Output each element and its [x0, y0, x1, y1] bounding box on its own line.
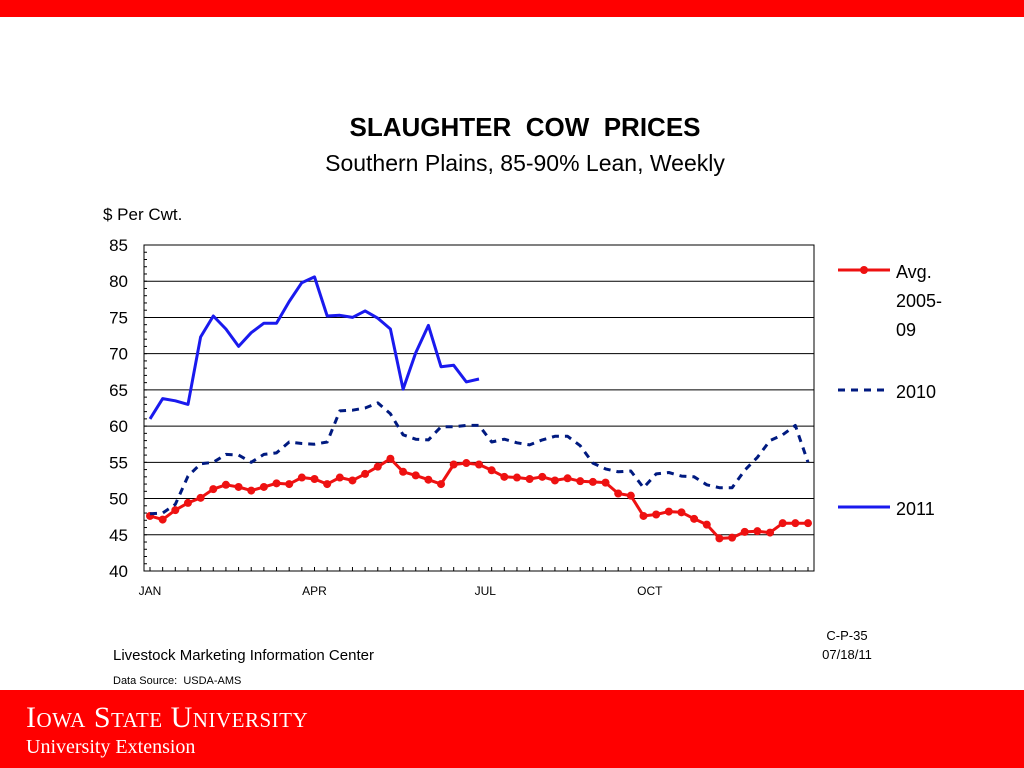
- data-point: [778, 519, 787, 528]
- data-point: [728, 533, 737, 542]
- y-tick-label: 55: [109, 453, 128, 472]
- data-point: [639, 511, 648, 520]
- data-point: [183, 498, 192, 507]
- data-point: [652, 510, 661, 519]
- slaughter-cow-price-chart: 40 45 50 55 60 65 70 75 80 85 JAN APR JUL OCT Avg. 200…: [109, 236, 942, 598]
- data-point: [525, 474, 534, 483]
- data-point: [449, 460, 458, 469]
- data-point: [804, 519, 812, 528]
- data-point: [221, 480, 230, 489]
- data-point: [310, 474, 319, 483]
- data-point: [411, 471, 420, 480]
- slide-code-block: C-P-35 07/18/11: [800, 626, 894, 664]
- legend-marker: [860, 266, 868, 274]
- data-point: [323, 480, 332, 489]
- chart-subtitle: Southern Plains, 85-90% Lean, Weekly: [325, 150, 725, 176]
- data-point: [399, 467, 408, 476]
- y-tick-label: 60: [109, 417, 128, 436]
- data-point: [740, 527, 749, 536]
- data-point: [690, 514, 699, 523]
- data-point: [550, 476, 559, 485]
- x-tick-label: APR: [302, 584, 327, 598]
- data-point: [386, 454, 395, 463]
- y-tick-label: 85: [109, 236, 128, 255]
- data-point: [791, 519, 800, 528]
- extension-logo-text: University Extension: [26, 736, 196, 758]
- data-point: [753, 527, 762, 536]
- y-tick-label: 65: [109, 381, 128, 400]
- data-point: [626, 491, 635, 500]
- data-point: [361, 469, 370, 478]
- data-point: [614, 489, 623, 498]
- x-tick-label: JUL: [475, 584, 497, 598]
- data-point: [766, 528, 775, 537]
- data-point: [158, 515, 167, 524]
- data-point: [664, 507, 673, 516]
- data-point: [487, 466, 496, 475]
- organization-name: Livestock Marketing Information Center: [113, 647, 374, 664]
- data-point: [512, 473, 521, 482]
- data-point: [588, 477, 597, 486]
- data-point: [576, 477, 585, 486]
- data-point: [171, 506, 180, 515]
- university-logo-text: Iowa State University: [26, 701, 309, 734]
- data-point: [272, 479, 281, 488]
- legend-label-2: 2010: [896, 382, 936, 402]
- data-point: [373, 462, 382, 471]
- data-point: [297, 473, 306, 482]
- data-point: [209, 485, 218, 494]
- data-point: [462, 459, 471, 468]
- data-point: [348, 476, 357, 485]
- y-axis-label: $ Per Cwt.: [103, 205, 183, 224]
- data-point: [538, 472, 547, 481]
- data-point: [715, 534, 724, 543]
- data-point: [677, 508, 686, 517]
- y-tick-label: 70: [109, 345, 128, 364]
- series-line-2: [149, 401, 810, 516]
- data-point: [424, 475, 433, 484]
- top-accent-bar: [0, 0, 1024, 17]
- data-point: [247, 486, 256, 495]
- data-point: [601, 478, 610, 487]
- data-point: [285, 480, 294, 489]
- chart-title: SLAUGHTER COW PRICES: [349, 112, 701, 142]
- data-point: [234, 482, 243, 491]
- y-tick-label: 80: [109, 272, 128, 291]
- legend-label-1: Avg. 2005-09: [896, 262, 942, 340]
- slide-date: 07/18/11: [822, 647, 872, 662]
- x-tick-label: JAN: [139, 584, 162, 598]
- data-point: [259, 482, 268, 491]
- data-point: [196, 493, 205, 502]
- data-point: [702, 520, 711, 529]
- slide-code: C-P-35: [826, 628, 868, 643]
- data-source: Data Source: USDA-AMS: [113, 675, 242, 687]
- data-point: [437, 480, 446, 489]
- legend-label-3: 2011: [896, 499, 935, 519]
- series-line-3: [148, 275, 480, 420]
- y-tick-label: 50: [109, 490, 128, 509]
- y-tick-label: 75: [109, 308, 128, 327]
- data-point: [335, 473, 344, 482]
- data-point: [500, 472, 509, 481]
- y-tick-label: 40: [109, 562, 128, 581]
- footer-bar: Iowa State University University Extensi…: [0, 690, 1024, 768]
- data-point: [475, 460, 483, 469]
- data-point: [563, 474, 572, 483]
- y-tick-label: 45: [109, 526, 128, 545]
- plot-area: [143, 244, 815, 572]
- x-tick-label: OCT: [637, 584, 663, 598]
